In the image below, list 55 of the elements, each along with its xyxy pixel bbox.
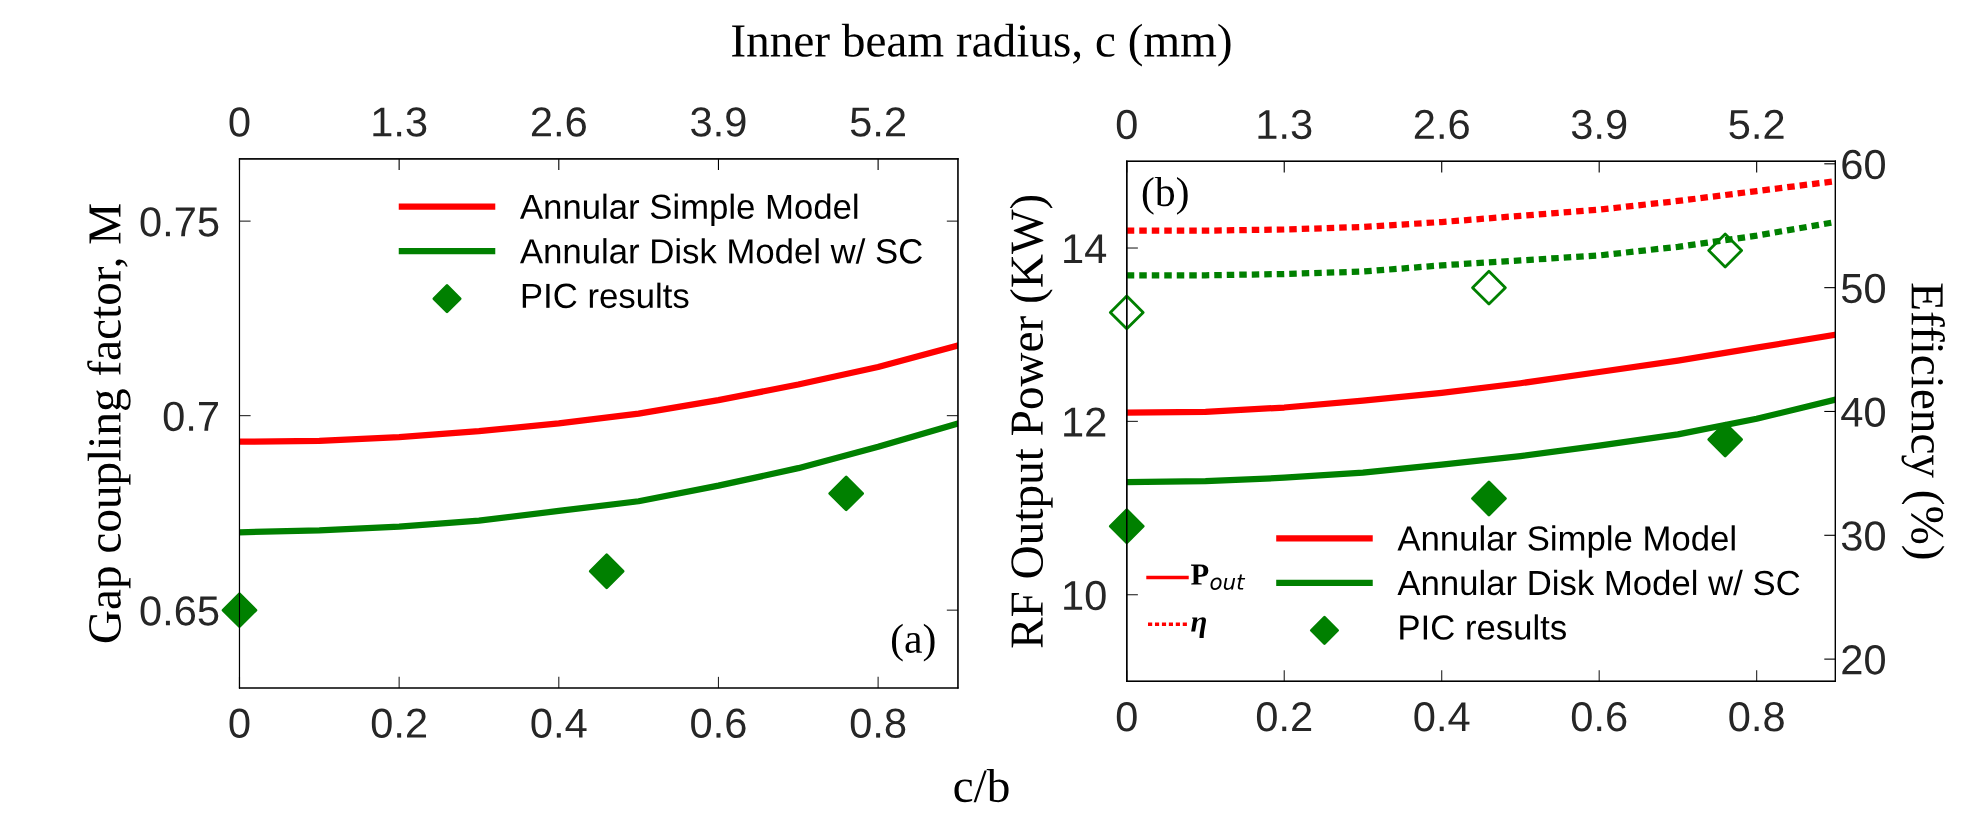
y-axis-title: RF Output Power (KW) [1009,195,1053,648]
point [1707,232,1743,269]
x2-tick-label: 0 [1116,109,1137,140]
x-tick-label: 0.4 [531,708,587,739]
x-tick-label: 0.8 [850,708,906,739]
point [221,592,258,628]
x2-tick-label: 2.6 [531,107,586,137]
x-tick-label: 0.6 [691,708,746,739]
annotation: (b) [1142,176,1188,215]
legend-label: Annular Simple Model [1397,525,1735,558]
y2-tick-label: 50 [1841,273,1885,304]
legend-label: Annular Disk Model w/ SC [520,238,922,264]
y-tick-label: 0.65 [140,596,219,626]
annotation: (a) [891,623,935,662]
x2-tick-label: 3.9 [1571,109,1627,140]
x-axis-title: c/b [954,768,1009,803]
x-tick-label: 0.4 [1414,701,1470,732]
y-tick-label: 10 [1064,580,1106,611]
y-tick-label: 0.75 [140,207,219,237]
x2-tick-label: 5.2 [1729,109,1784,140]
point [1707,421,1743,458]
y-tick-label: 12 [1064,407,1106,437]
x2-tick-label: 5.2 [850,107,905,137]
y-axis-title: Gap coupling factor, M [87,204,131,643]
x2-tick-label: 1.3 [373,107,427,137]
x-tick-label: 0.2 [1256,701,1312,732]
legend-label: Annular Disk Model w/ SC [1397,569,1800,596]
x-tick-label: 0.6 [1571,701,1627,732]
x-tick-label: 0 [1116,701,1137,732]
x-tick-label: 0.2 [371,708,427,739]
x2-tick-label: 1.3 [1258,109,1312,140]
legend-label: PIC results [1400,614,1566,640]
point [588,553,625,590]
legend-label: PIC results [522,282,689,309]
y2-tick-label: 60 [1842,149,1885,180]
x2-tick-label: 3.9 [691,107,746,137]
y2-tick-label: 30 [1841,521,1885,551]
point [1471,480,1507,517]
point [1108,508,1145,545]
y2-axis-title: Efficiency (%) [1901,283,1945,559]
y-tick-label: 0.7 [163,401,218,432]
x-tick-label: 0.8 [1729,701,1784,732]
y2-tick-label: 40 [1841,397,1885,427]
y-tick-label: 14 [1064,234,1107,264]
point [1471,269,1507,306]
x2-tick-label: 0 [229,107,250,137]
y2-tick-label: 20 [1842,645,1885,675]
point [828,475,865,512]
point [1108,294,1145,331]
x2-tick-label: 2.6 [1414,109,1469,140]
annotation: η [1191,617,1206,639]
x-tick-label: 0 [229,708,250,739]
annotation: P$_{out}$ [1191,564,1246,590]
x2-axis-title: Inner beam radius, c (mm) [732,23,1231,67]
legend-label: Annular Simple Model [520,193,858,226]
